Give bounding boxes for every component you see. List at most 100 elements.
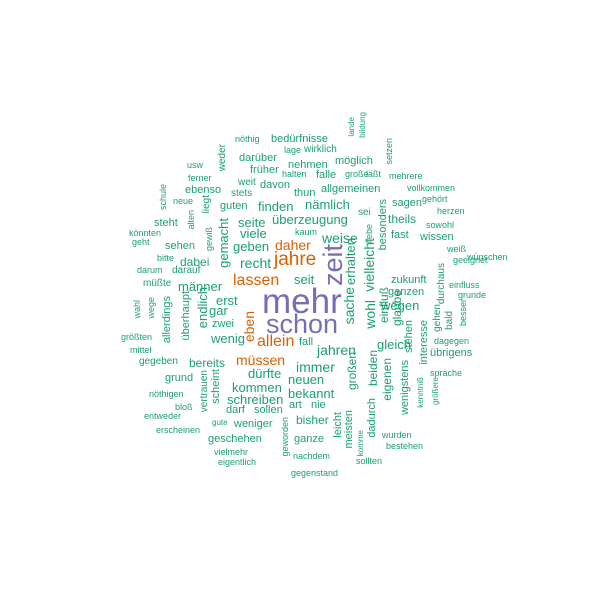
word-naemlich: nämlich xyxy=(305,197,350,212)
word-bloss: bloß xyxy=(175,402,193,412)
word-darueber: darüber xyxy=(239,152,277,164)
word-grunde: grunde xyxy=(458,290,487,300)
word-darum: darum xyxy=(137,265,163,275)
word-daher: daher xyxy=(275,237,311,253)
word-weit: weit xyxy=(238,177,256,188)
word-allerdings: allerdings xyxy=(161,296,173,344)
word-meisten: meisten xyxy=(343,410,355,449)
word-sehen: sehen xyxy=(165,240,195,252)
word-grosse: große xyxy=(345,169,369,179)
word-einfluss-b: einfluss xyxy=(449,280,480,290)
word-muesste: müßte xyxy=(143,278,172,289)
word-gehoert: gehört xyxy=(422,194,448,204)
word-erst: erst xyxy=(216,293,238,308)
word-moeglich: möglich xyxy=(335,155,373,167)
word-dabei: dabei xyxy=(180,255,210,269)
word-koennten: könnten xyxy=(129,228,162,238)
word-erhalten: erhalten xyxy=(343,238,358,285)
word-theils: theils xyxy=(388,212,417,226)
word-gewiss: gewiß xyxy=(204,227,214,252)
word-finden: finden xyxy=(258,199,294,214)
word-sache: sache xyxy=(341,287,357,325)
word-wirklich: wirklich xyxy=(304,144,337,155)
word-endlich: endlich xyxy=(195,287,210,329)
word-schreiben: schreiben xyxy=(227,392,284,407)
word-muessen: müssen xyxy=(236,352,286,368)
word-gehen: gehen xyxy=(432,304,443,332)
word-art: art xyxy=(289,399,302,411)
word-gute: gute xyxy=(212,418,228,427)
word-jahren: jahren xyxy=(317,342,356,358)
word-entweder: entweder xyxy=(144,411,182,421)
word-neue: neue xyxy=(173,196,194,206)
word-steht: steht xyxy=(154,217,178,229)
word-thun: thun xyxy=(294,187,316,199)
word-besonders: besonders xyxy=(377,199,389,251)
word-sei: sei xyxy=(358,207,371,218)
word-weiss: weiß xyxy=(447,244,467,254)
word-eigentlich: eigentlich xyxy=(218,457,257,467)
word-wissen: wissen xyxy=(420,231,454,243)
word-komme: komme xyxy=(356,430,365,457)
word-nie: nie xyxy=(311,399,326,411)
word-noethigen: nöthigen xyxy=(149,389,184,399)
word-bestehen: bestehen xyxy=(386,441,424,451)
word-zwei: zwei xyxy=(212,318,235,330)
word-wenigstens: wenigstens xyxy=(399,360,411,416)
word-darauf: darauf xyxy=(172,265,201,276)
word-weniger: weniger xyxy=(234,418,273,430)
word-wuenschen: wünschen xyxy=(467,252,508,262)
word-duerfte: dürfte xyxy=(248,366,282,381)
word-kenntniss: kenntniß xyxy=(416,377,425,408)
word-wenig: wenig xyxy=(211,331,245,346)
word-viele: viele xyxy=(240,226,267,241)
word-weise: weise xyxy=(322,230,358,246)
word-wegen: wegen xyxy=(381,298,420,313)
word-gemacht: gemacht xyxy=(216,218,231,268)
word-geworden: geworden xyxy=(280,417,290,457)
word-bisher: bisher xyxy=(296,413,329,427)
word-allgemeinen: allgemeinen xyxy=(321,183,381,195)
word-seite: seite xyxy=(238,215,266,230)
word-laesst: läßt xyxy=(366,169,382,179)
word-sollen: sollen xyxy=(254,404,283,416)
word-schule: schule xyxy=(158,184,168,211)
word-liebe: liebe xyxy=(364,224,374,244)
word-beiden: beiden xyxy=(366,350,380,387)
word-guten: guten xyxy=(220,200,248,212)
word-fast: fast xyxy=(391,229,409,241)
word-uebrigens: übrigens xyxy=(430,347,473,359)
word-kaum: kaum xyxy=(295,227,318,237)
word-bereits: bereits xyxy=(189,356,226,370)
word-beduerfnisse: bedürfnisse xyxy=(271,133,328,145)
word-vielmehr: vielmehr xyxy=(214,447,249,457)
word-geben: geben xyxy=(233,239,270,254)
word-davon: davon xyxy=(260,179,290,191)
word-setzen: setzen xyxy=(384,138,394,165)
word-erscheinen: erscheinen xyxy=(156,425,201,435)
word-ganzen: ganzen xyxy=(388,286,425,298)
word-seit: seit xyxy=(294,272,315,287)
word-grund: grund xyxy=(165,372,194,384)
word-frueher: früher xyxy=(250,164,279,176)
word-ganze: ganze xyxy=(294,433,324,445)
word-weder: weder xyxy=(217,144,228,172)
word-durchaus: durchaus xyxy=(436,263,447,305)
word-ferner: ferner xyxy=(188,173,212,183)
word-leicht: leicht xyxy=(332,412,344,438)
word-stets: stets xyxy=(231,188,253,199)
word-bildung: bildung xyxy=(358,112,367,138)
word-herzen: herzen xyxy=(437,206,465,216)
word-wurden: wurden xyxy=(382,430,412,440)
word-groessten: größten xyxy=(121,332,153,342)
word-ueberhaupt: überhaupt xyxy=(180,291,192,341)
word-dagegen: dagegen xyxy=(434,336,470,346)
word-bitte: bitte xyxy=(157,253,175,263)
word-maenner: männer xyxy=(178,279,223,294)
word-scheint: scheint xyxy=(210,369,222,404)
word-sollten: sollten xyxy=(356,456,383,466)
word-vielleicht: vielleicht xyxy=(361,238,377,292)
word-mehr: mehr xyxy=(262,282,342,321)
word-mehrere: mehrere xyxy=(389,171,423,181)
word-gleich: gleich xyxy=(377,337,411,352)
